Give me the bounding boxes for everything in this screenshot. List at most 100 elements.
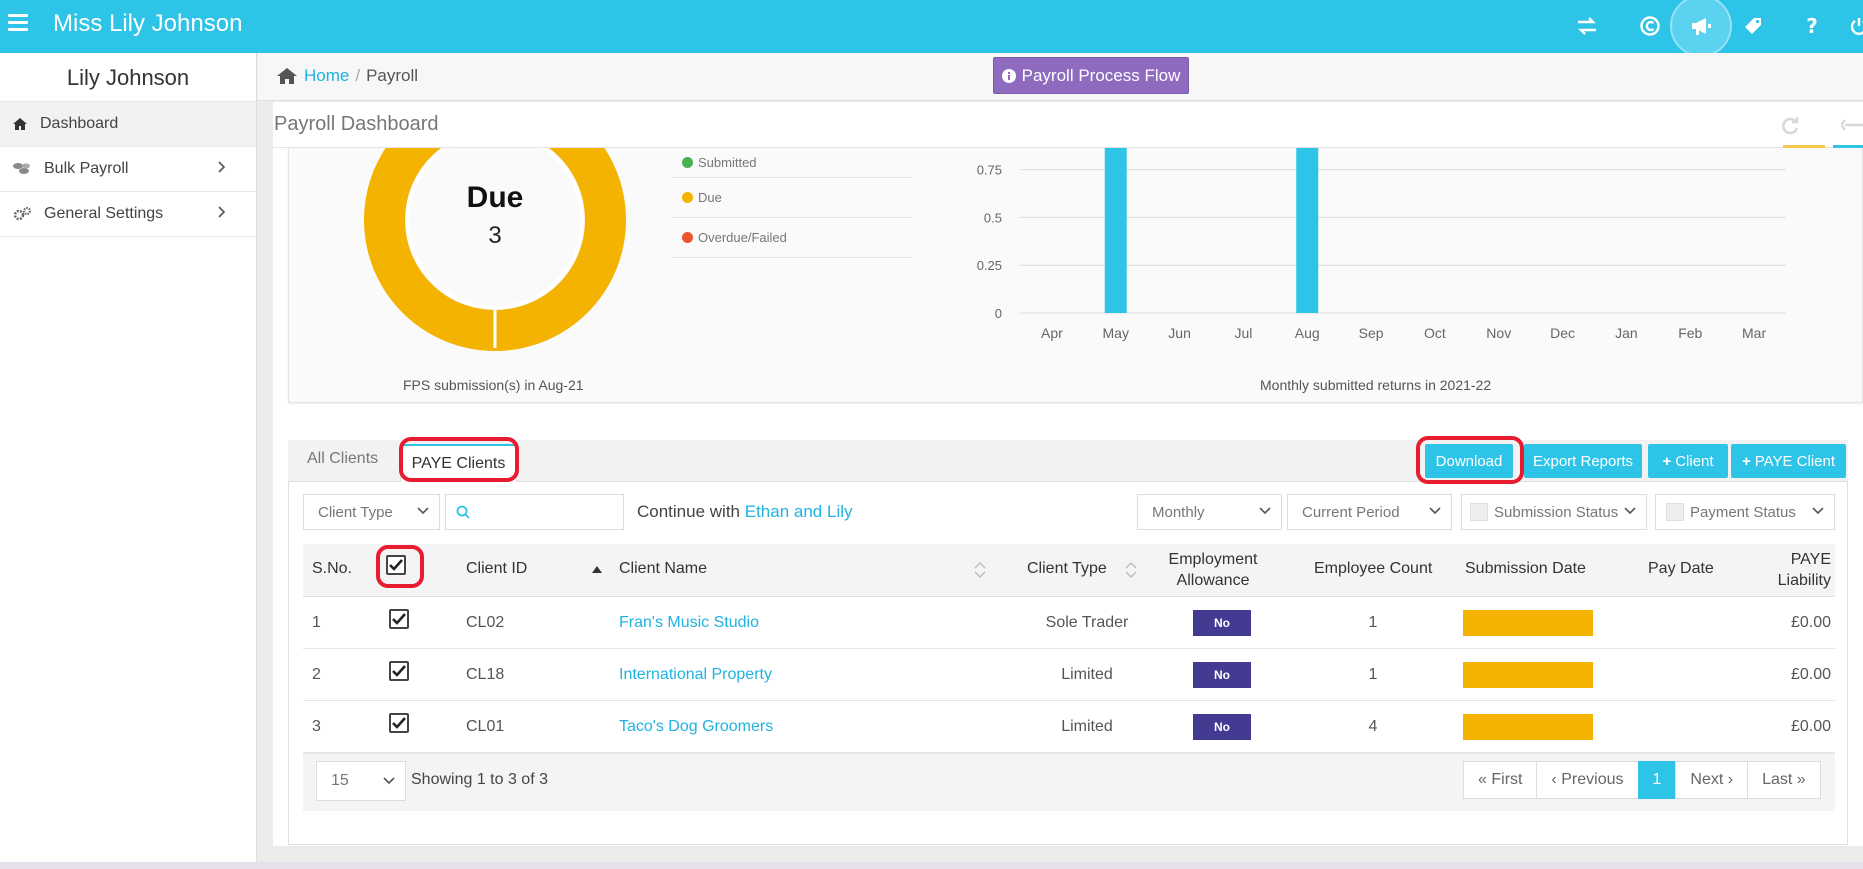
row-checkbox[interactable] xyxy=(389,661,409,681)
row-client-name-link[interactable]: International Property xyxy=(619,666,772,683)
header-pay-date: Pay Date xyxy=(1648,560,1714,577)
svg-text:?: ? xyxy=(1806,15,1818,37)
chevron-down-icon xyxy=(383,777,395,785)
employment-allowance-badge: No xyxy=(1193,714,1251,740)
export-reports-button[interactable]: Export Reports xyxy=(1524,444,1642,478)
payment-status-select[interactable]: Payment Status xyxy=(1655,494,1835,530)
period-select-value: Current Period xyxy=(1302,503,1400,521)
header-client-name[interactable]: Client Name xyxy=(619,560,708,577)
home-icon xyxy=(277,68,297,84)
add-paye-client-label: PAYE Client xyxy=(1754,452,1836,470)
client-type-select[interactable]: Client Type xyxy=(303,494,440,530)
sidebar-item-general-settings[interactable]: General Settings xyxy=(0,192,256,237)
table-row: 1 CL02 Fran's Music Studio Sole Trader N… xyxy=(303,597,1835,649)
client-type-select-value: Client Type xyxy=(318,503,393,521)
legend-item-due: Due xyxy=(672,178,912,218)
y-tick-label: 0.5 xyxy=(984,210,1002,225)
sidebar: Lily Johnson Dashboard Bulk Payroll Gene… xyxy=(0,53,257,869)
row-paye-liability: £0.00 xyxy=(1790,614,1831,631)
row-checkbox[interactable] xyxy=(389,609,409,629)
copyright-icon[interactable] xyxy=(1632,8,1668,44)
search-field[interactable] xyxy=(445,494,624,530)
sidebar-item-bulk-payroll[interactable]: Bulk Payroll xyxy=(0,147,256,192)
top-bar: Miss Lily Johnson ? xyxy=(0,0,1863,57)
header-client-type[interactable]: Client Type xyxy=(1027,560,1107,577)
transfer-icon[interactable] xyxy=(1569,8,1605,44)
legend-label: Due xyxy=(698,190,722,205)
row-employee-count: 1 xyxy=(1368,666,1378,683)
select-all-checkbox[interactable] xyxy=(386,555,406,575)
breadcrumb-home-link[interactable]: Home xyxy=(304,66,350,85)
bar-aug xyxy=(1296,148,1319,313)
row-client-name-link[interactable]: Taco's Dog Groomers xyxy=(619,718,774,735)
checkbox-icon xyxy=(1666,503,1684,521)
tag-icon[interactable] xyxy=(1735,8,1771,44)
submission-status-select[interactable]: Submission Status xyxy=(1461,494,1647,530)
tab-all-clients[interactable]: All Clients xyxy=(307,450,379,467)
sort-asc-icon[interactable] xyxy=(592,566,602,573)
sidebar-item-dashboard[interactable]: Dashboard xyxy=(0,102,256,147)
legend-item-submitted: Submitted xyxy=(672,148,912,178)
power-icon[interactable] xyxy=(1841,8,1863,44)
pagination: « First ‹ Previous 1 Next › Last » xyxy=(1463,761,1821,799)
header-submission-date: Submission Date xyxy=(1465,560,1586,577)
table-header: S.No. Client ID Client Name Client Type … xyxy=(303,544,1835,597)
download-button[interactable]: Download xyxy=(1425,444,1513,478)
breadcrumb-bar: Home / Payroll Payroll Process Flow xyxy=(258,53,1863,101)
row-checkbox[interactable] xyxy=(389,713,409,733)
sort-icon[interactable] xyxy=(974,561,986,579)
pagination-previous[interactable]: ‹ Previous xyxy=(1536,761,1639,799)
pagination-first[interactable]: « First xyxy=(1463,761,1538,799)
add-paye-client-button[interactable]: + PAYE Client xyxy=(1731,444,1846,478)
frequency-select-value: Monthly xyxy=(1152,503,1205,521)
header-line: Allowance xyxy=(1176,572,1250,589)
dashboard-charts-card xyxy=(288,148,1863,403)
row-client-type: Limited xyxy=(1061,666,1113,683)
sidebar-item-label: General Settings xyxy=(44,205,164,222)
plus-icon: + xyxy=(1662,452,1672,470)
double-chevron-left-icon: « xyxy=(1478,771,1487,788)
frequency-select[interactable]: Monthly xyxy=(1137,494,1282,530)
sort-icon[interactable] xyxy=(1125,561,1137,579)
header-client-id[interactable]: Client ID xyxy=(466,560,528,577)
continue-with-link[interactable]: Ethan and Lily xyxy=(744,502,853,521)
employment-allowance-badge: No xyxy=(1193,610,1251,636)
header-sno: S.No. xyxy=(312,560,353,577)
bottom-strip xyxy=(0,862,1863,869)
search-input[interactable] xyxy=(476,503,616,521)
checkmark-icon xyxy=(392,665,406,677)
legend-label: Submitted xyxy=(698,155,757,170)
checkmark-icon xyxy=(392,613,406,625)
bar-may xyxy=(1104,148,1127,313)
help-icon[interactable]: ? xyxy=(1794,8,1830,44)
row-paye-liability: £0.00 xyxy=(1790,666,1831,683)
x-tick-label: Oct xyxy=(1424,325,1446,341)
submission-date-status-bar xyxy=(1463,714,1593,740)
add-client-label: Client xyxy=(1675,452,1714,470)
row-client-name-link[interactable]: Fran's Music Studio xyxy=(619,614,759,631)
row-paye-liability: £0.00 xyxy=(1790,718,1831,735)
monthly-returns-bar-chart: 0 0.25 0.5 0.75 Apr May Jun Jul Aug Sep Oct Nov Dec J… xyxy=(977,148,1786,341)
header-line: PAYE xyxy=(1790,551,1831,568)
x-tick-label: Jun xyxy=(1168,325,1191,341)
continue-with-text: Continue with Ethan and Lily xyxy=(637,502,853,522)
megaphone-icon[interactable] xyxy=(1670,0,1732,57)
page-size-select[interactable]: 15 xyxy=(316,761,406,801)
pagination-last[interactable]: Last » xyxy=(1747,761,1821,799)
pagination-current-page[interactable]: 1 xyxy=(1637,761,1677,799)
menu-icon[interactable] xyxy=(8,14,28,32)
y-tick-label: 0.75 xyxy=(977,163,1002,178)
x-tick-label: May xyxy=(1103,325,1129,341)
collapse-icon[interactable] xyxy=(1841,118,1863,132)
add-client-button[interactable]: + Client xyxy=(1648,444,1728,478)
tab-paye-clients[interactable]: PAYE Clients xyxy=(400,444,517,482)
x-tick-label: Jan xyxy=(1615,325,1638,341)
x-tick-label: Aug xyxy=(1295,325,1320,341)
chevron-right-icon: › xyxy=(1727,771,1734,788)
payroll-process-flow-button[interactable]: Payroll Process Flow xyxy=(993,57,1189,94)
page-title: Payroll Dashboard xyxy=(274,113,439,135)
pagination-next[interactable]: Next › xyxy=(1675,761,1749,799)
period-select[interactable]: Current Period xyxy=(1287,494,1452,530)
refresh-icon[interactable] xyxy=(1780,115,1800,135)
header-line: Liability xyxy=(1777,572,1831,589)
